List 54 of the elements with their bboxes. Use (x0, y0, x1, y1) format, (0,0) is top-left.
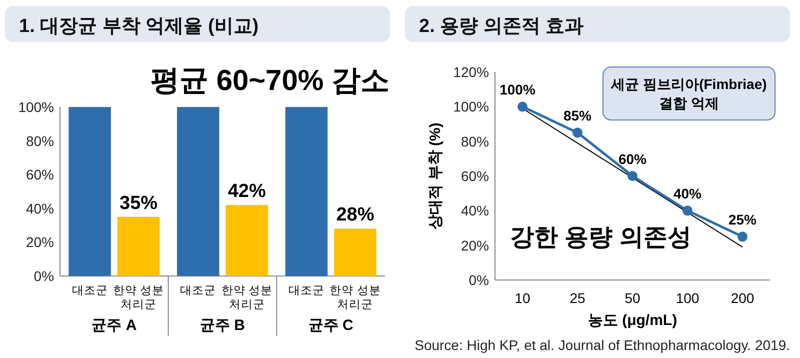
y-tick-label: 40% (460, 202, 489, 219)
y-tick-label: 60% (26, 166, 54, 183)
point (682, 206, 692, 216)
point (572, 128, 582, 138)
x-axis-title: 농도 (μg/mL) (588, 312, 678, 329)
text: 한약 성분 처리군 (112, 285, 164, 311)
y-tick-label: 80% (460, 133, 489, 150)
text: 한약 성분 처리군 (330, 285, 381, 311)
y-tick-label: 0% (34, 268, 54, 284)
x-tick-label: 균주 B (200, 317, 246, 334)
x-tick-label: 50 (624, 290, 640, 306)
point (738, 232, 748, 242)
y-tick-label: 20% (26, 234, 54, 250)
x-tick-label: 10 (514, 290, 530, 306)
data-label: 35% (120, 192, 158, 214)
x-tick-label: 균주 A (92, 317, 137, 334)
bar (117, 216, 160, 276)
y-tick-label: 40% (26, 200, 54, 216)
data-label: 40% (673, 186, 702, 202)
data-label: 42% (228, 181, 266, 202)
bar (334, 228, 376, 276)
annotation: 강한 용량 의존성 (510, 224, 692, 251)
bar (226, 205, 268, 276)
series-label: 한약 성분 처리군 (221, 285, 272, 311)
text: 평균 60~70% 감소 (150, 65, 390, 97)
data-label: 25% (728, 212, 758, 228)
series-label: 대조군 (72, 285, 108, 297)
bar (285, 107, 328, 276)
point (628, 171, 638, 181)
x-tick-label: 200 (730, 290, 754, 306)
data-label: 85% (563, 108, 592, 124)
y-tick-label: 60% (460, 168, 489, 184)
x-tick-label: 균주 C (308, 317, 354, 334)
data-label: 28% (336, 204, 374, 226)
point (518, 102, 528, 112)
y-tick-label: 0% (468, 272, 489, 288)
data-label: 100% (500, 82, 536, 98)
y-tick-label: 120% (453, 64, 489, 80)
source-note: Source: High KP, et al. Journal of Ethnopharmacology. 2019. (414, 337, 790, 353)
x-tick-label: 25 (570, 290, 586, 306)
chart-title: 1. 대장균 부착 억제율 (비교) (19, 16, 259, 37)
bar (68, 107, 111, 276)
annotation: 세균 핌브리아(Fimbriae) 결합 억제 (610, 76, 767, 111)
y-tick-label: 100% (453, 98, 489, 115)
bar (177, 107, 220, 276)
text: 대조군 (288, 285, 324, 297)
x-tick-label: 100 (676, 290, 700, 306)
y-tick-label: 80% (26, 132, 54, 149)
y-tick-label: 20% (460, 237, 489, 254)
data-label: 60% (618, 151, 648, 167)
y-tick-label: 100% (18, 99, 54, 115)
text: 대조군 (180, 285, 216, 297)
chart-title: 2. 용량 의존적 효과 (419, 16, 584, 37)
y-axis-title: 상대적 부착 (%) (427, 122, 444, 230)
